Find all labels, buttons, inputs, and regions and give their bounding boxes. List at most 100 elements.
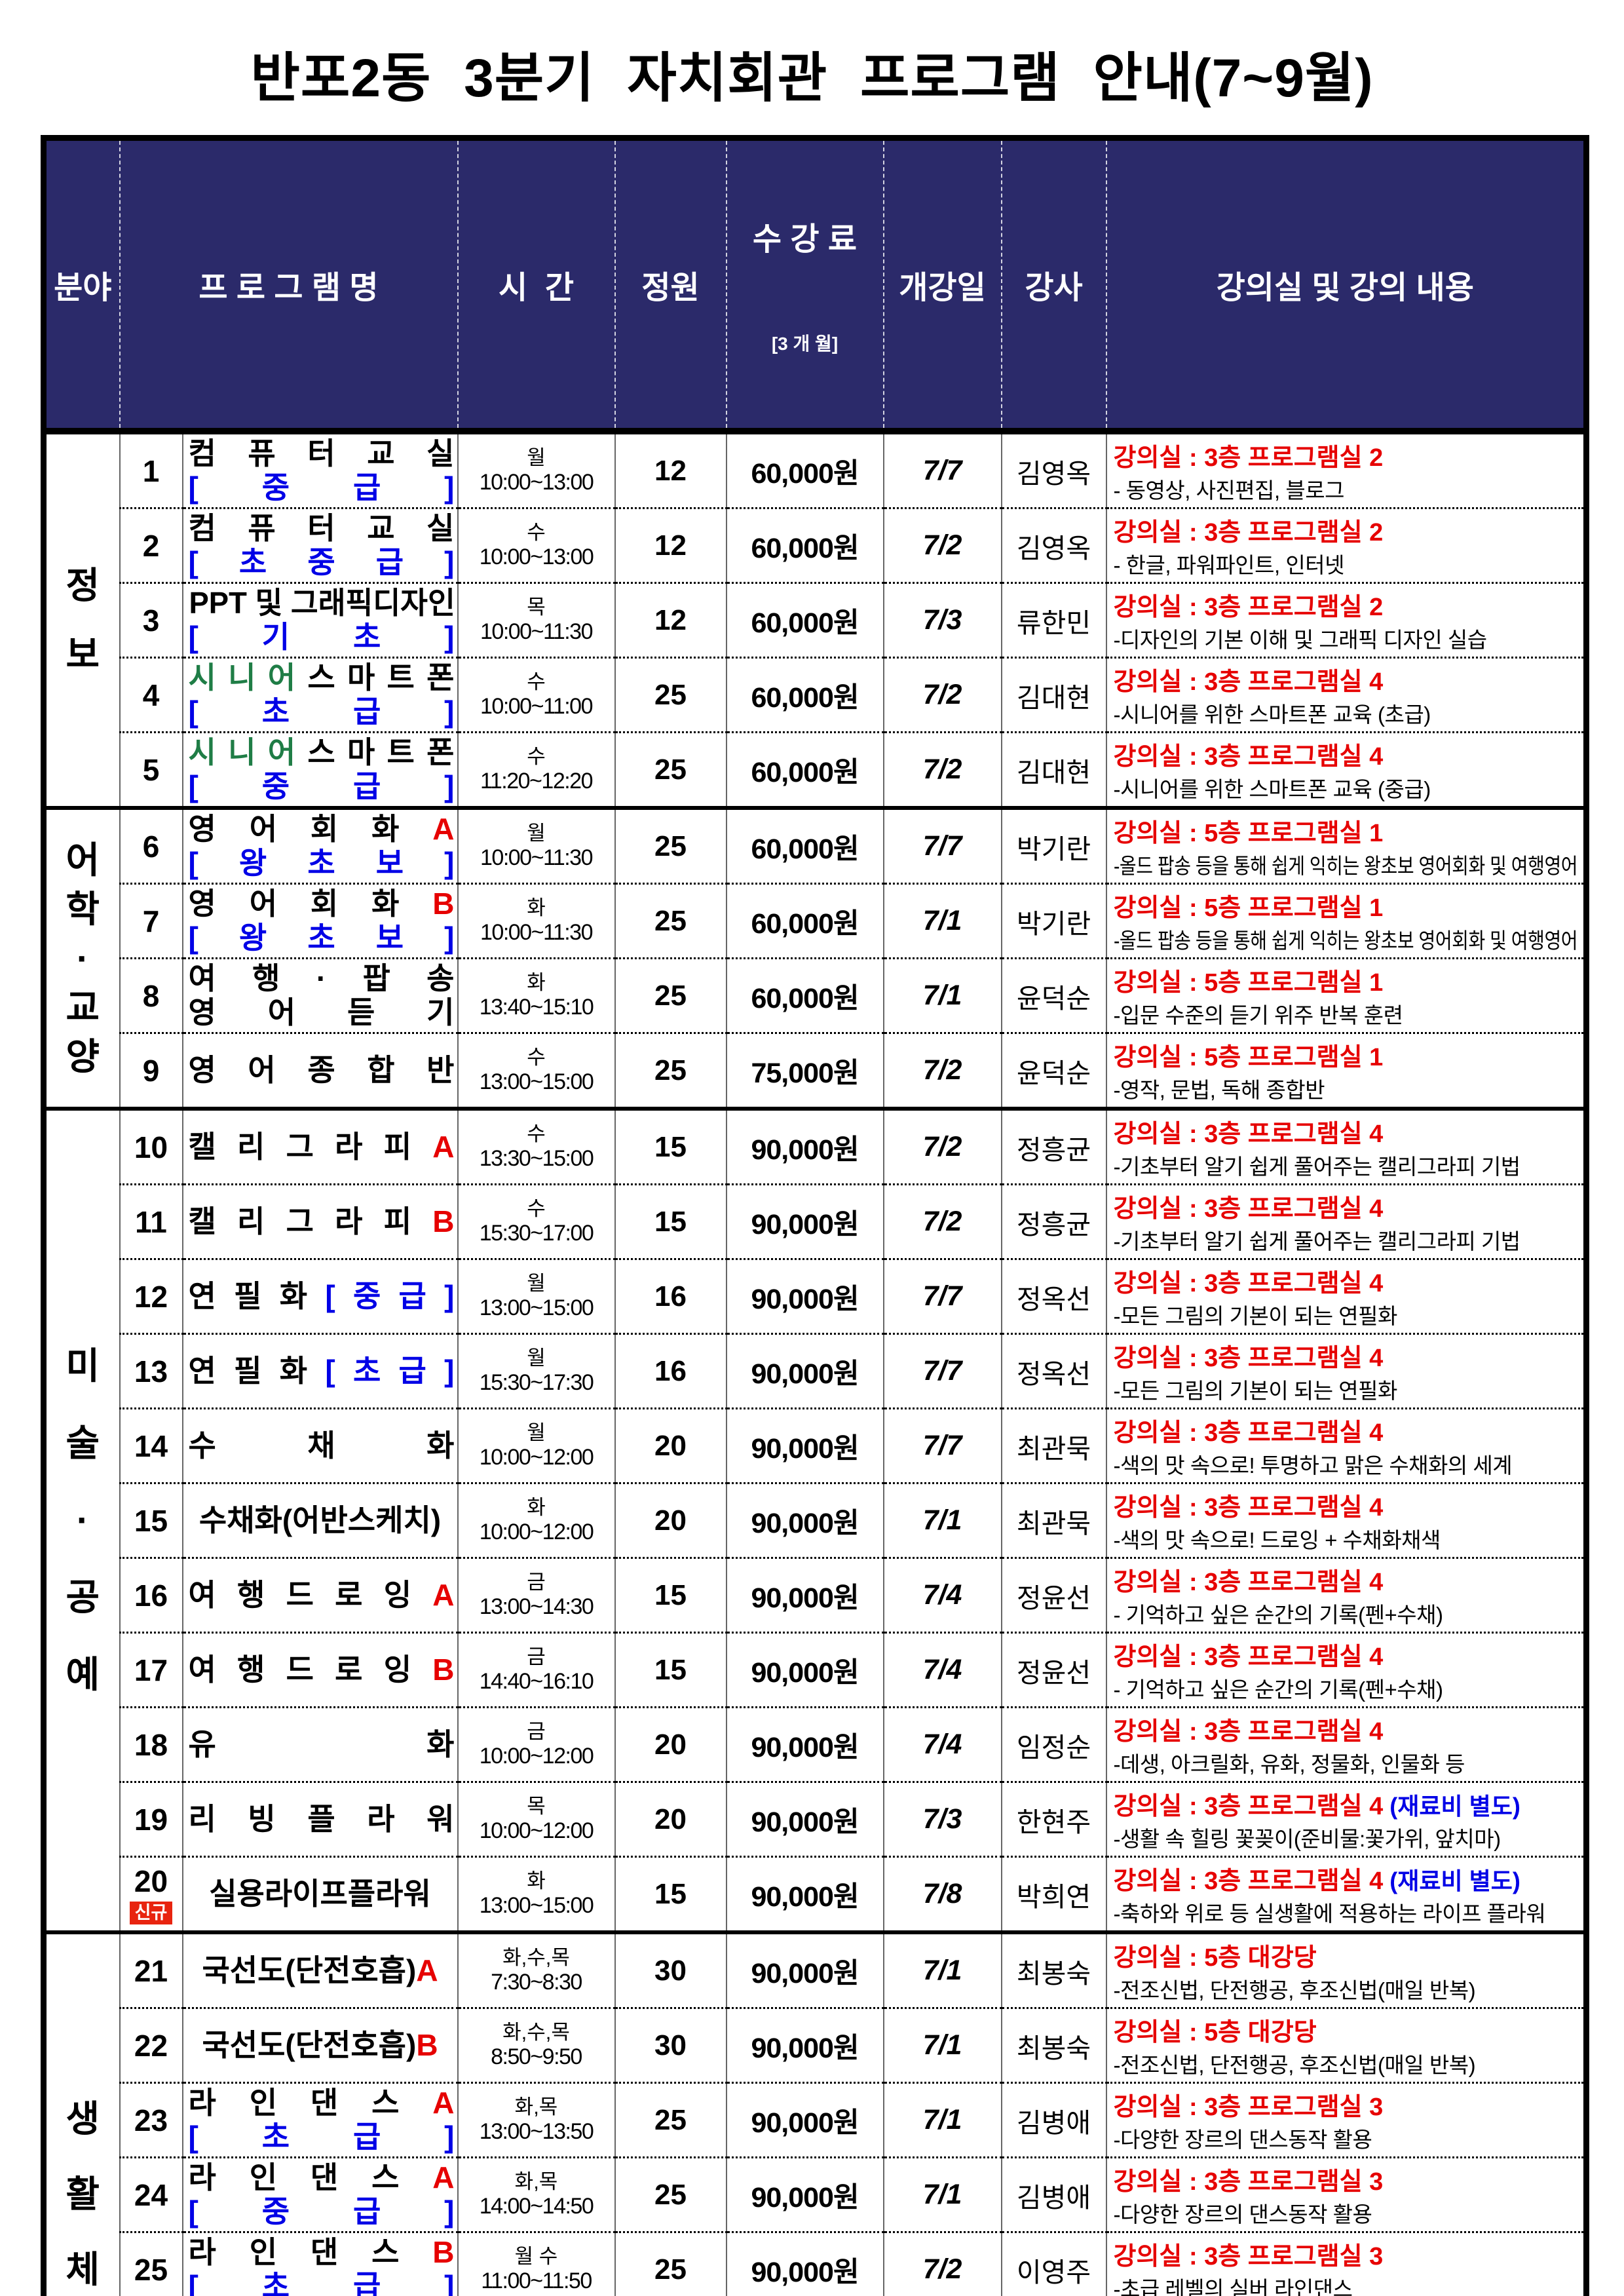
table-row: 9 영 어 종 합 반 수 13:00~15:00 25 75,000원 7/2 윤덕순 강의실 : 5… <box>44 1032 1587 1109</box>
course-description: -데생, 아크릴화, 유화, 정물화, 인물화 등 <box>1113 1752 1465 1776</box>
cell-row-number: 13 <box>119 1333 183 1409</box>
cell-row-number: 11 <box>119 1183 183 1259</box>
cell-room-and-content: 강의실 : 5층 프로그램실 1 -입문 수준의 듣기 위주 반복 훈련 <box>1105 957 1587 1033</box>
cell-capacity: 20 <box>614 1781 727 1857</box>
cell-fee: 60,000원 <box>725 582 884 658</box>
cell-start-date: 7/7 <box>882 1333 1002 1409</box>
cell-capacity: 12 <box>614 429 727 508</box>
cell-time: 화,수,목 8:50~9:50 <box>457 2007 615 2083</box>
cell-start-date: 7/4 <box>882 1557 1002 1633</box>
table-row: 15 수채화(어반스케치) 화 10:00~12:00 20 90,000원 7/1 최관묵 강… <box>44 1482 1587 1558</box>
cell-fee: 90,000원 <box>725 2156 884 2232</box>
cell-time: 목 10:00~11:30 <box>457 582 615 658</box>
table-row: 2 컴 퓨 터 교 실[초 중 급] 수 10:00~13:00 12 60,000원 7/2 김영옥 강의… <box>44 507 1587 583</box>
room-label: 강의실 : 5층 프로그램실 1 <box>1113 1044 1384 1071</box>
cell-time: 수 10:00~13:00 <box>457 507 615 583</box>
course-description: -전조신법, 단전행공, 후조신법(매일 반복) <box>1113 2053 1476 2077</box>
cell-capacity: 15 <box>614 1856 727 1932</box>
cell-room-and-content: 강의실 : 3층 프로그램실 4 -모든 그림의 기본이 되는 연필화 <box>1105 1258 1587 1334</box>
cell-program-name: 수채화(어반스케치) <box>181 1482 458 1558</box>
category-label-char: 학 <box>66 888 100 930</box>
course-description: -전조신법, 단전행공, 후조신법(매일 반복) <box>1113 1978 1476 2002</box>
cell-fee: 90,000원 <box>725 1632 884 1708</box>
cell-row-number: 20 신규 <box>119 1856 183 1932</box>
cell-start-date: 7/1 <box>882 1930 1002 2008</box>
cell-start-date: 7/1 <box>882 2156 1002 2232</box>
cell-time: 화,목 14:00~14:50 <box>457 2156 615 2232</box>
cell-capacity: 15 <box>614 1183 727 1259</box>
cell-start-date: 7/2 <box>882 1183 1002 1259</box>
course-description: -디자인의 기본 이해 및 그래픽 디자인 실습 <box>1113 628 1488 652</box>
cell-instructor: 이영주 <box>1000 2231 1106 2296</box>
table-row: 16 여 행 드 로 잉 A 금 13:00~14:30 15 90,000원 7/4 정윤선 강의실 :… <box>44 1557 1587 1633</box>
course-description: - 기억하고 싶은 순간의 기록(펜+수채) <box>1113 1677 1443 1702</box>
cell-start-date: 7/3 <box>882 1781 1002 1857</box>
cell-program-name: 라 인 댄 스 A[초 급] <box>181 2082 458 2158</box>
cell-capacity: 15 <box>614 1557 727 1633</box>
cell-capacity: 12 <box>614 582 727 658</box>
room-label: 강의실 : 5층 프로그램실 1 <box>1113 820 1384 847</box>
cell-start-date: 7/2 <box>882 2231 1002 2296</box>
cell-start-date: 7/3 <box>882 582 1002 658</box>
cell-time: 월 10:00~13:00 <box>457 429 615 508</box>
cell-start-date: 7/2 <box>882 1107 1002 1185</box>
cell-start-date: 7/7 <box>882 1258 1002 1334</box>
table-row: 8 여 행 · 팝 송 영 어 듣 기 화 13:40~15:10 25 60,000원 7/1 윤덕순 강의실… <box>44 957 1587 1033</box>
course-description: -색의 맛 속으로! 드로잉 + 수채화채색 <box>1113 1528 1441 1552</box>
room-label: 강의실 : 5층 프로그램실 1 <box>1113 894 1384 922</box>
cell-time: 목 10:00~12:00 <box>457 1781 615 1857</box>
cell-row-number: 2 <box>119 507 183 583</box>
cell-time: 화 10:00~11:30 <box>457 883 615 959</box>
cell-room-and-content: 강의실 : 3층 프로그램실 4 -색의 맛 속으로! 투명하고 맑은 수채화의 … <box>1105 1407 1587 1483</box>
table-row: 24 라 인 댄 스 A[중 급] 화,목 14:00~14:50 25 90,000원 7/1 김병애… <box>44 2156 1587 2232</box>
room-label: 강의실 : 3층 프로그램실 2 <box>1113 519 1384 546</box>
cell-capacity: 12 <box>614 507 727 583</box>
cell-fee: 60,000원 <box>725 883 884 959</box>
cell-category: 미 술 · 공 예 <box>43 1107 120 1932</box>
room-label: 강의실 : 3층 프로그램실 3 <box>1113 2243 1384 2270</box>
cell-fee: 90,000원 <box>725 1930 884 2008</box>
category-label-char: 활 <box>66 2173 100 2215</box>
cell-program-name: 영 어 회 화 A[왕 초 보] <box>181 806 458 884</box>
cell-row-number: 14 <box>119 1407 183 1483</box>
cell-instructor: 김병애 <box>1000 2156 1106 2232</box>
cell-program-name: 영 어 회 화 B[왕 초 보] <box>181 883 458 959</box>
course-description: -다양한 장르의 댄스동작 활용 <box>1113 2202 1372 2227</box>
table-row: 7 영 어 회 화 B[왕 초 보] 화 10:00~11:30 25 60,000원 7/1 박기란 강의… <box>44 883 1587 959</box>
cell-fee: 90,000원 <box>725 1333 884 1409</box>
cell-capacity: 25 <box>614 957 727 1033</box>
page-title: 반포2동 3분기 자치회관 프로그램 안내(7~9월) <box>250 48 1374 108</box>
cell-room-and-content: 강의실 : 5층 대강당 -전조신법, 단전행공, 후조신법(매일 반복) <box>1105 1930 1587 2008</box>
cell-time: 화,수,목 7:30~8:30 <box>457 1930 615 2008</box>
cell-start-date: 7/7 <box>882 806 1002 884</box>
category-label-char: 보 <box>66 634 100 676</box>
cell-row-number: 21 <box>119 1930 183 2008</box>
cell-time: 수 15:30~17:00 <box>457 1183 615 1259</box>
room-label: 강의실 : 3층 프로그램실 4 <box>1113 1195 1384 1223</box>
cell-time: 월 13:00~15:00 <box>457 1258 615 1334</box>
cell-instructor: 류한민 <box>1000 582 1106 658</box>
cell-start-date: 7/2 <box>882 507 1002 583</box>
cell-row-number: 25 <box>119 2231 183 2296</box>
cell-time: 화 13:00~15:00 <box>457 1856 615 1932</box>
table-row: 어 학 · 교 양 6 영 어 회 화 A[왕 초 보] 월 10:00~11:30 25 60,000원 7/7… <box>43 806 1587 1109</box>
category-label-char: 정 <box>66 564 100 606</box>
materials-fee-note: (재료비 별도) <box>1383 1793 1520 1820</box>
cell-program-name: 연 필 화[초 급] <box>181 1333 458 1409</box>
col-header-capacity: 정원 <box>614 138 727 431</box>
cell-category: 어 학 · 교 양 <box>43 806 120 1109</box>
cell-program-name: 국선도(단전호흡)A <box>181 1930 458 2008</box>
table-row: 3 PPT 및 그래픽디자인[기 초] 목 10:00~11:30 12 60,000원 7/… <box>44 582 1587 658</box>
cell-fee: 90,000원 <box>725 1407 884 1483</box>
cell-room-and-content: 강의실 : 3층 프로그램실 4 -기초부터 알기 쉽게 풀어주는 캘리그라피 기… <box>1105 1107 1587 1185</box>
room-label: 강의실 : 3층 프로그램실 2 <box>1113 594 1384 621</box>
table-row: 23 라 인 댄 스 A[초 급] 화,목 13:00~13:50 25 90,000원 7/1 김병애… <box>44 2082 1587 2158</box>
cell-capacity: 20 <box>614 1706 727 1782</box>
cell-time: 수 10:00~11:00 <box>457 657 615 733</box>
category-label-char: · <box>76 1499 89 1541</box>
cell-instructor: 최관묵 <box>1000 1407 1106 1483</box>
cell-capacity: 20 <box>614 1482 727 1558</box>
